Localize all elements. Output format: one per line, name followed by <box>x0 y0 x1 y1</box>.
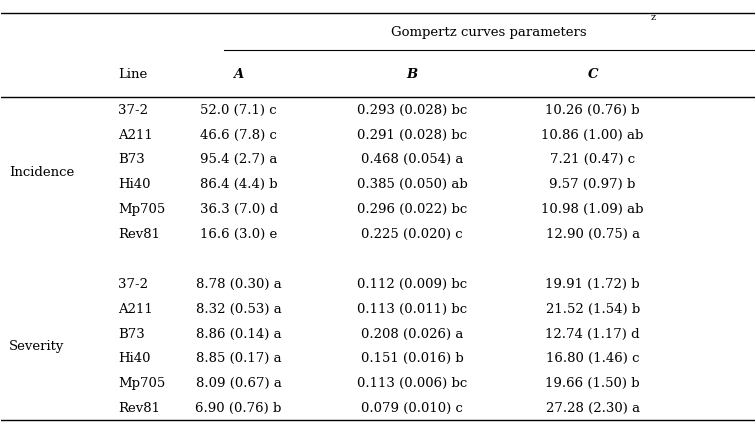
Text: 19.91 (1.72) b: 19.91 (1.72) b <box>545 277 640 290</box>
Text: Line: Line <box>118 68 147 80</box>
Text: z: z <box>651 13 656 22</box>
Text: Incidence: Incidence <box>9 166 74 178</box>
Text: Rev81: Rev81 <box>118 401 160 414</box>
Text: 9.57 (0.97) b: 9.57 (0.97) b <box>550 178 636 191</box>
Text: 16.80 (1.46) c: 16.80 (1.46) c <box>546 352 640 365</box>
Text: 0.225 (0.020) c: 0.225 (0.020) c <box>361 227 463 240</box>
Text: 21.52 (1.54) b: 21.52 (1.54) b <box>546 302 640 315</box>
Text: 0.468 (0.054) a: 0.468 (0.054) a <box>361 153 463 166</box>
Text: 12.90 (0.75) a: 12.90 (0.75) a <box>546 227 640 240</box>
Text: 7.21 (0.47) c: 7.21 (0.47) c <box>550 153 635 166</box>
Text: Hi40: Hi40 <box>118 178 150 191</box>
Text: 0.385 (0.050) ab: 0.385 (0.050) ab <box>357 178 467 191</box>
Text: 0.112 (0.009) bc: 0.112 (0.009) bc <box>357 277 467 290</box>
Text: 0.293 (0.028) bc: 0.293 (0.028) bc <box>357 104 467 117</box>
Text: A211: A211 <box>118 128 153 141</box>
Text: 86.4 (4.4) b: 86.4 (4.4) b <box>200 178 277 191</box>
Text: 37-2: 37-2 <box>118 104 148 117</box>
Text: 19.66 (1.50) b: 19.66 (1.50) b <box>545 376 640 389</box>
Text: 0.208 (0.026) a: 0.208 (0.026) a <box>361 327 463 340</box>
Text: B73: B73 <box>118 153 145 166</box>
Text: 46.6 (7.8) c: 46.6 (7.8) c <box>200 128 277 141</box>
Text: A: A <box>234 68 243 80</box>
Text: 8.86 (0.14) a: 8.86 (0.14) a <box>196 327 281 340</box>
Text: B73: B73 <box>118 327 145 340</box>
Text: 10.86 (1.00) ab: 10.86 (1.00) ab <box>541 128 644 141</box>
Text: 0.291 (0.028) bc: 0.291 (0.028) bc <box>357 128 467 141</box>
Text: Mp705: Mp705 <box>118 376 166 389</box>
Text: 95.4 (2.7) a: 95.4 (2.7) a <box>200 153 277 166</box>
Text: 52.0 (7.1) c: 52.0 (7.1) c <box>200 104 277 117</box>
Text: Gompertz curves parameters: Gompertz curves parameters <box>392 26 587 39</box>
Text: Hi40: Hi40 <box>118 352 150 365</box>
Text: Mp705: Mp705 <box>118 203 166 216</box>
Text: 0.079 (0.010) c: 0.079 (0.010) c <box>361 401 463 414</box>
Text: Rev81: Rev81 <box>118 227 160 240</box>
Text: 27.28 (2.30) a: 27.28 (2.30) a <box>546 401 640 414</box>
Text: C: C <box>587 68 598 80</box>
Text: 8.09 (0.67) a: 8.09 (0.67) a <box>196 376 281 389</box>
Text: 8.85 (0.17) a: 8.85 (0.17) a <box>196 352 281 365</box>
Text: 0.113 (0.011) bc: 0.113 (0.011) bc <box>357 302 467 315</box>
Text: 0.113 (0.006) bc: 0.113 (0.006) bc <box>357 376 467 389</box>
Text: 37-2: 37-2 <box>118 277 148 290</box>
Text: 16.6 (3.0) e: 16.6 (3.0) e <box>200 227 277 240</box>
Text: 8.32 (0.53) a: 8.32 (0.53) a <box>196 302 281 315</box>
Text: 36.3 (7.0) d: 36.3 (7.0) d <box>200 203 277 216</box>
Text: 0.296 (0.022) bc: 0.296 (0.022) bc <box>357 203 467 216</box>
Text: 12.74 (1.17) d: 12.74 (1.17) d <box>545 327 640 340</box>
Text: 8.78 (0.30) a: 8.78 (0.30) a <box>196 277 281 290</box>
Text: 10.98 (1.09) ab: 10.98 (1.09) ab <box>541 203 644 216</box>
Text: 0.151 (0.016) b: 0.151 (0.016) b <box>361 352 463 365</box>
Text: 10.26 (0.76) b: 10.26 (0.76) b <box>545 104 640 117</box>
Text: B: B <box>406 68 417 80</box>
Text: A211: A211 <box>118 302 153 315</box>
Text: 6.90 (0.76) b: 6.90 (0.76) b <box>196 401 282 414</box>
Text: Severity: Severity <box>9 339 64 352</box>
